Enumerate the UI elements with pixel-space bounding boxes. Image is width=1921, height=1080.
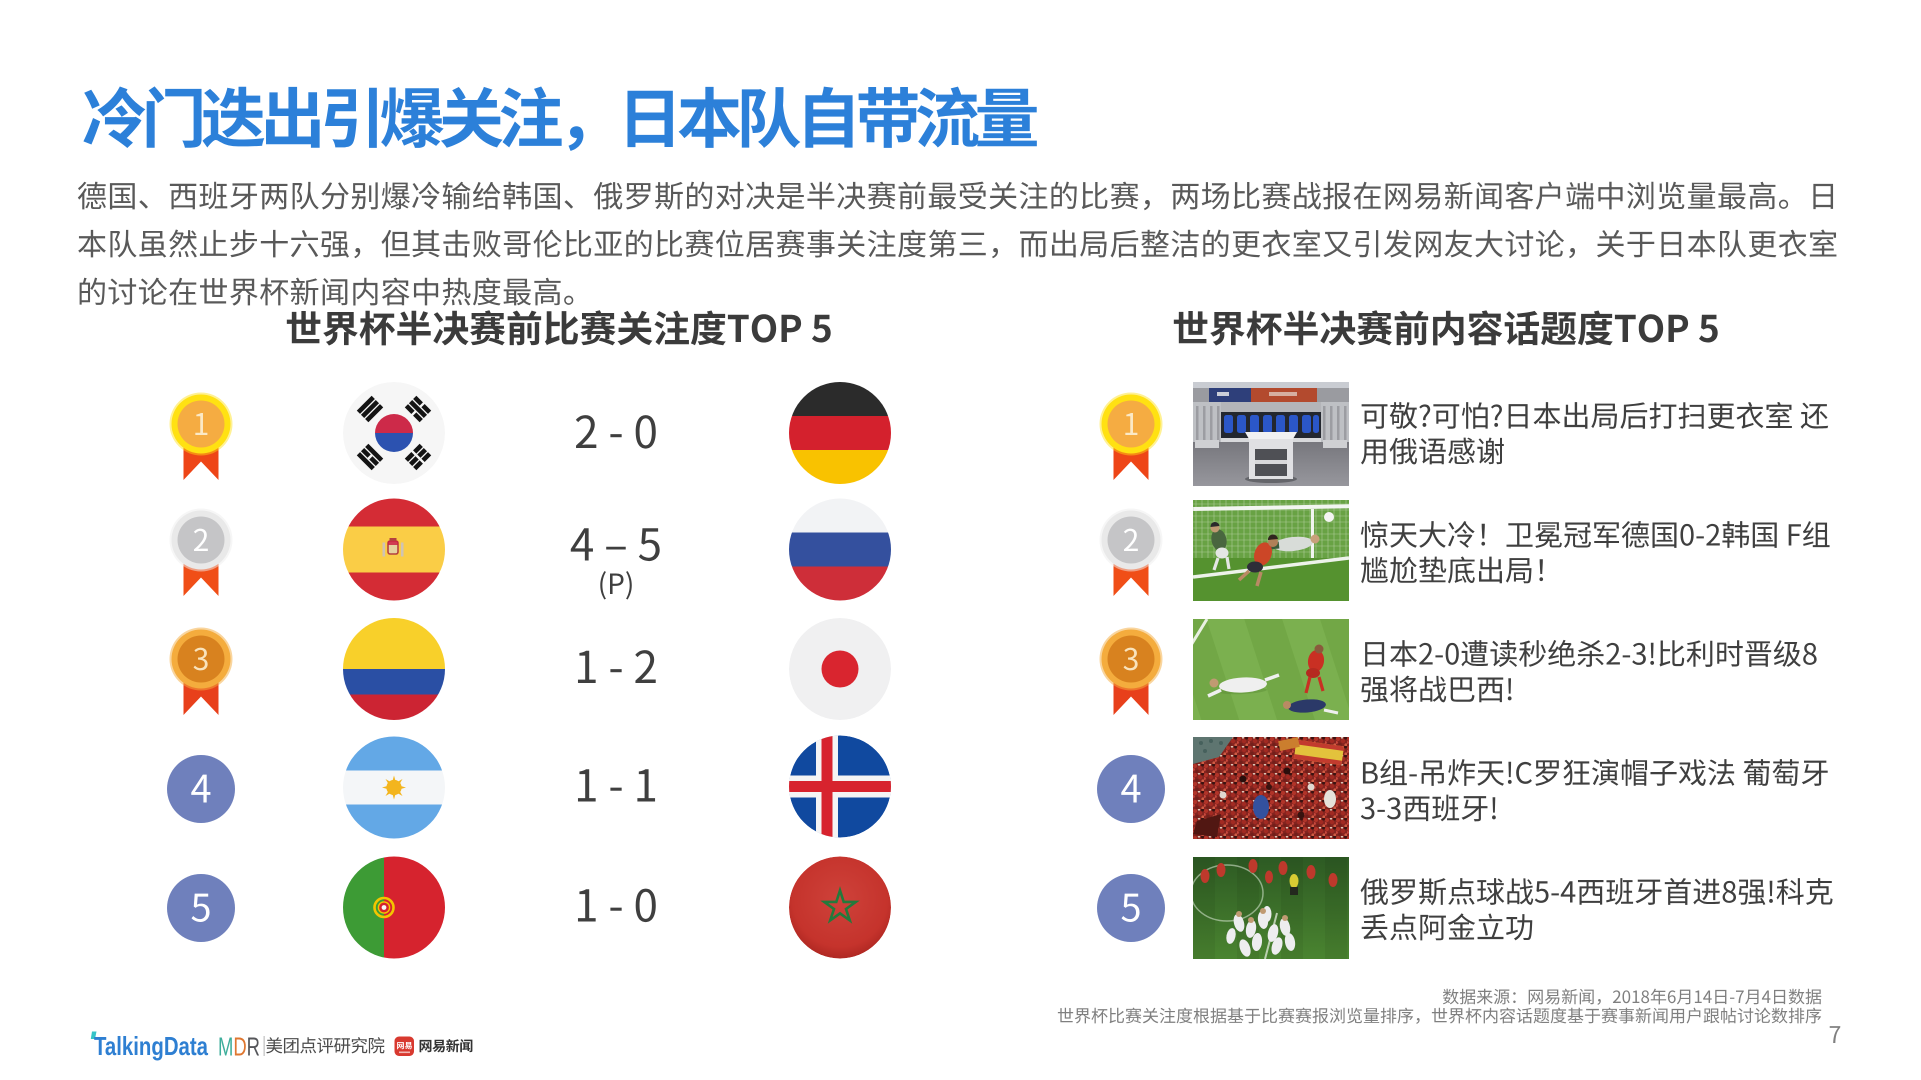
- svg-text:MDR: MDR: [218, 1032, 260, 1062]
- svg-text:TalkingData: TalkingData: [94, 1031, 208, 1061]
